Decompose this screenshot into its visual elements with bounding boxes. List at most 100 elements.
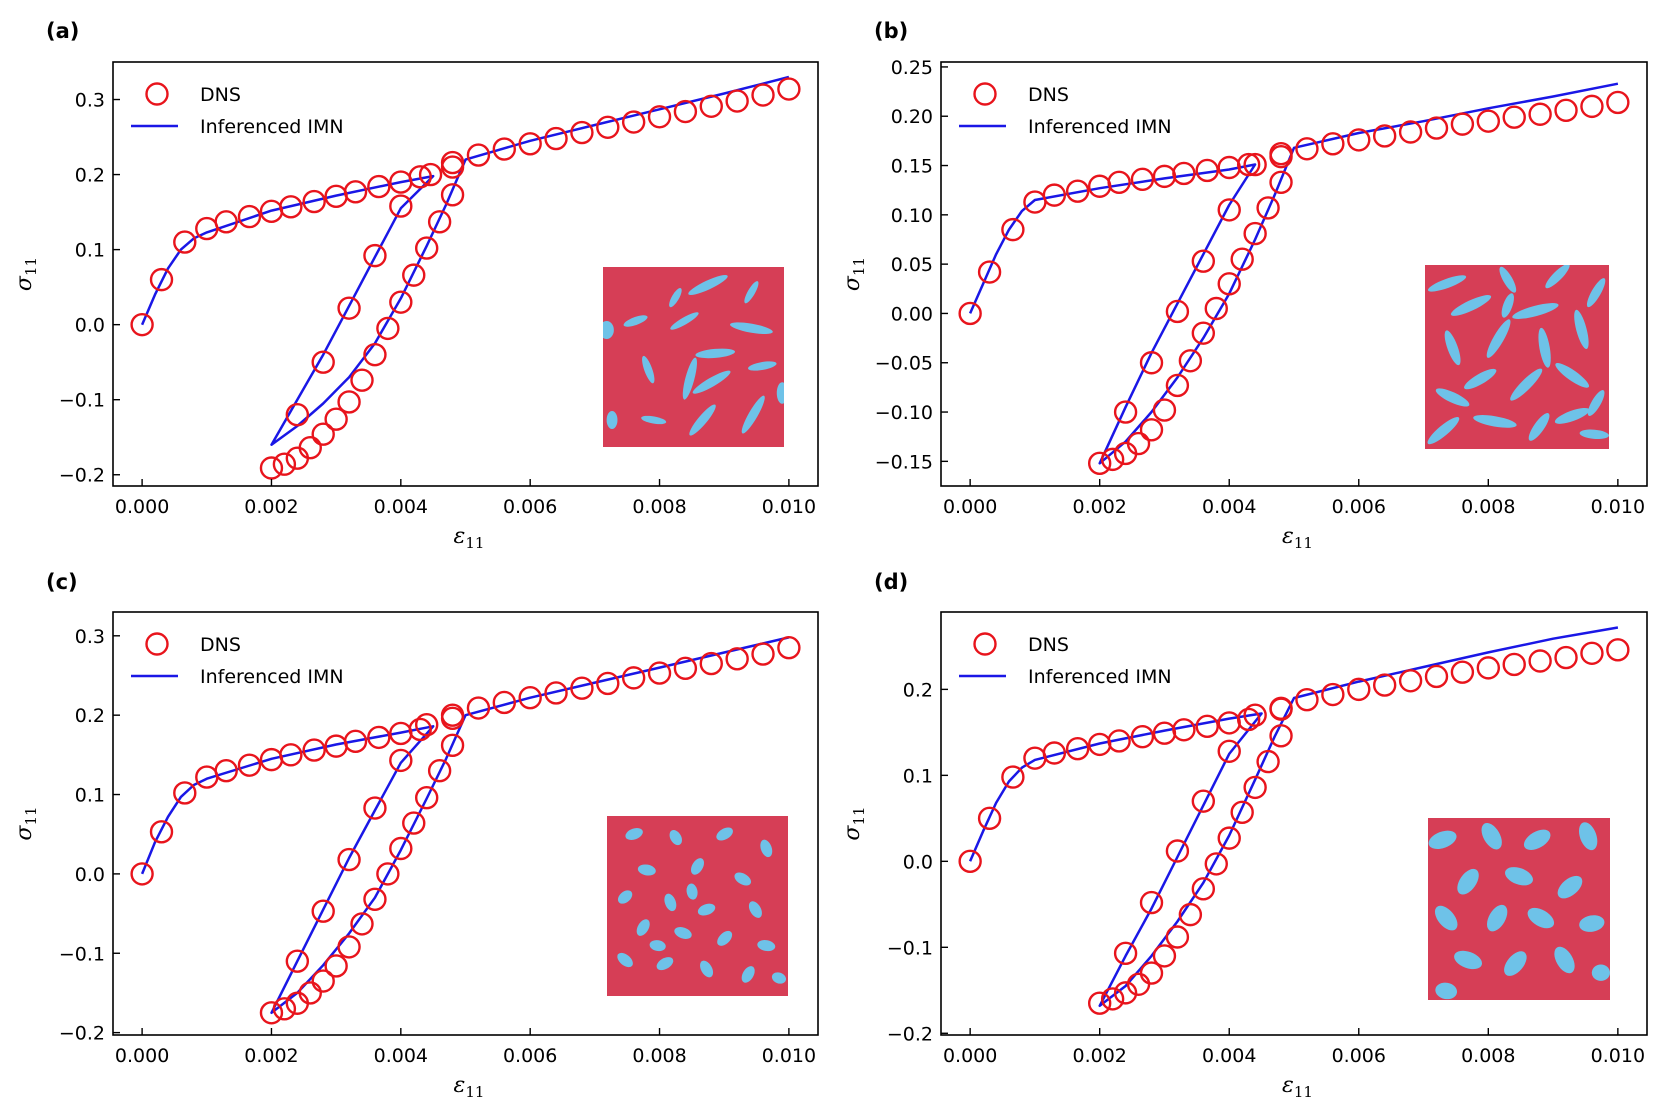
dns-point (777, 77, 801, 101)
inclusion (1579, 429, 1609, 440)
dns-point (1172, 718, 1196, 742)
dns-point (440, 150, 465, 175)
inclusion (1512, 303, 1559, 319)
dns-point (389, 290, 413, 314)
dns-point (1178, 349, 1203, 373)
dns-point (1450, 112, 1475, 136)
y-tick-label: 0.25 (891, 57, 933, 79)
dns-point (1113, 941, 1138, 966)
plot-frame (112, 611, 819, 1036)
inclusion (695, 348, 736, 359)
dns-point (195, 216, 219, 241)
inclusion (1434, 905, 1458, 931)
y-tick-label: 0.3 (75, 626, 105, 648)
dns-point (1424, 664, 1449, 689)
dns-point (343, 180, 368, 204)
dns-point (1217, 272, 1241, 296)
x-axis-label: ε11 (1282, 1073, 1313, 1101)
dns-point (285, 949, 310, 973)
y-tick-label: −0.1 (59, 390, 105, 412)
dns-point (298, 436, 322, 460)
x-axis-label: ε11 (1282, 524, 1313, 552)
x-axis-label: ε11 (454, 524, 485, 552)
dns-point (1606, 638, 1630, 662)
panel-c: (c) 0.000 0.002 0.004 0.006 0.008 0.010 −0.2 −0… (12, 570, 819, 1101)
x-tick-label: 0.002 (1072, 1045, 1126, 1067)
dns-point (544, 126, 568, 151)
inset-inclusions (1428, 822, 1610, 1000)
inclusion (625, 828, 643, 840)
dns-point (1139, 418, 1164, 442)
dns-point (418, 162, 443, 187)
inclusion (730, 322, 773, 335)
inset-matrix (1428, 818, 1610, 1000)
dns-point (1204, 296, 1228, 321)
x-tick-label: 0.002 (244, 1045, 298, 1067)
panel-a: (a) 0.000 0.002 0.004 0.006 0.008 0.010 −0.2 −0… (12, 19, 819, 552)
dns-point (402, 263, 426, 287)
y-tick-label: −0.10 (875, 402, 933, 424)
inclusion (748, 901, 762, 918)
dns-point (518, 686, 542, 710)
inclusion (1457, 868, 1479, 895)
inset-inclusions (617, 827, 786, 984)
panel-label: (d) (874, 570, 908, 594)
x-tick-label: 0.000 (943, 1045, 997, 1067)
dns-point (1580, 641, 1604, 665)
dns-markers (130, 77, 801, 480)
panel-b: (b) 0.000 0.002 0.004 0.006 0.008 0.010 −0.15 −… (840, 19, 1648, 552)
inclusion (1464, 368, 1497, 390)
dns-point (1269, 170, 1293, 194)
dns-point (621, 110, 646, 134)
dns-point (1139, 961, 1164, 985)
dns-point (977, 806, 1002, 831)
microstructure-inset (607, 816, 788, 996)
inclusion (717, 930, 733, 946)
dns-point (977, 260, 1002, 284)
inclusion (674, 927, 692, 939)
legend-dns-label: DNS (200, 84, 241, 106)
legend-imn-label: Inferenced IMN (1028, 666, 1172, 688)
dns-point (259, 1001, 284, 1025)
dns-point (130, 312, 154, 337)
inclusion (690, 858, 705, 875)
x-tick-label: 0.010 (762, 496, 816, 518)
legend-dns-marker (973, 632, 997, 656)
y-tick-label: 0.0 (75, 315, 105, 337)
dns-point (402, 811, 426, 835)
dns-point (1165, 925, 1190, 949)
inclusion (771, 972, 786, 984)
dns-point (492, 137, 517, 161)
y-axis-label: σ11 (12, 806, 40, 840)
dns-point (751, 83, 775, 107)
dns-point (237, 204, 262, 229)
dns-point (1172, 161, 1196, 186)
dns-point (1528, 102, 1552, 126)
inclusion (669, 830, 682, 846)
dns-point (1191, 249, 1216, 273)
dns-point (1065, 179, 1090, 203)
inclusion (1527, 907, 1555, 929)
dns-point (337, 847, 361, 872)
dns-point (311, 899, 335, 923)
inclusion (757, 940, 776, 952)
dns-point (149, 820, 174, 844)
inclusion (670, 312, 699, 330)
dns-point (414, 712, 439, 737)
inclusion (1486, 904, 1508, 932)
dns-point (1204, 852, 1228, 876)
panel-label: (b) (874, 19, 908, 43)
dns-point (285, 446, 310, 470)
dns-point (214, 210, 238, 234)
dns-point (1236, 152, 1261, 177)
dns-point (389, 748, 413, 773)
x-tick-label: 0.006 (1332, 496, 1386, 518)
inclusion (1435, 388, 1470, 407)
legend-dns-marker (973, 82, 997, 106)
dns-point (570, 676, 594, 700)
inclusion (1505, 867, 1533, 886)
dns-point (324, 407, 348, 431)
dns-point (1372, 124, 1397, 148)
y-tick-label: −0.2 (887, 1023, 933, 1045)
